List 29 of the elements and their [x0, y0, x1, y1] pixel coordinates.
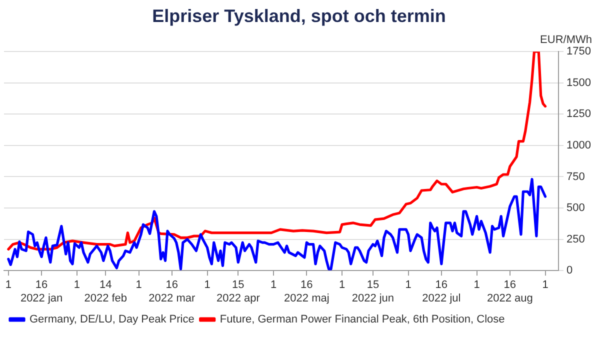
x-tick-label: 15 2022 apr	[216, 279, 260, 304]
y-axis-title: EUR/MWh	[540, 34, 592, 46]
x-tick-label: 1	[74, 279, 80, 292]
legend-label: Germany, DE/LU, Day Peak Price	[30, 314, 194, 326]
y-tick-label: 0	[566, 264, 573, 277]
y-tick-label: 1750	[566, 46, 592, 58]
x-tick-label: 16 2022 aug	[486, 279, 533, 304]
x-tick-label: 16 2022 mar	[148, 279, 196, 304]
chart-title: Elpriser Tyskland, spot och termin	[152, 6, 446, 26]
x-tick-label: 16 2022 maj	[284, 279, 330, 304]
x-tick-label: 1	[204, 279, 210, 292]
y-tick-label: 500	[566, 202, 585, 214]
x-tick-label: 15 2022 jun	[352, 279, 394, 304]
y-tick-label: 250	[566, 233, 585, 246]
x-tick-label: 1	[338, 279, 346, 292]
x-tick-label: 14 2022 feb	[84, 279, 128, 304]
x-tick-label: 1	[5, 279, 12, 292]
legend-label: Future, German Power Financial Peak, 6th Position, Close	[220, 314, 505, 326]
x-tick-label: 16 2022 jan	[20, 279, 63, 304]
x-tick-label: 1	[136, 279, 142, 292]
x-tick-label: 16 2022 jul	[422, 279, 461, 304]
y-tick-label: 1000	[566, 139, 592, 152]
x-tick-label: 1	[405, 279, 412, 292]
y-tick-label: 1250	[566, 108, 592, 120]
y-tick-label: 1500	[566, 76, 592, 89]
x-tick-label: 1	[270, 279, 277, 292]
x-tick-label: 1	[474, 279, 480, 292]
x-tick-label: 1	[542, 279, 548, 292]
y-tick-label: 750	[566, 170, 585, 183]
